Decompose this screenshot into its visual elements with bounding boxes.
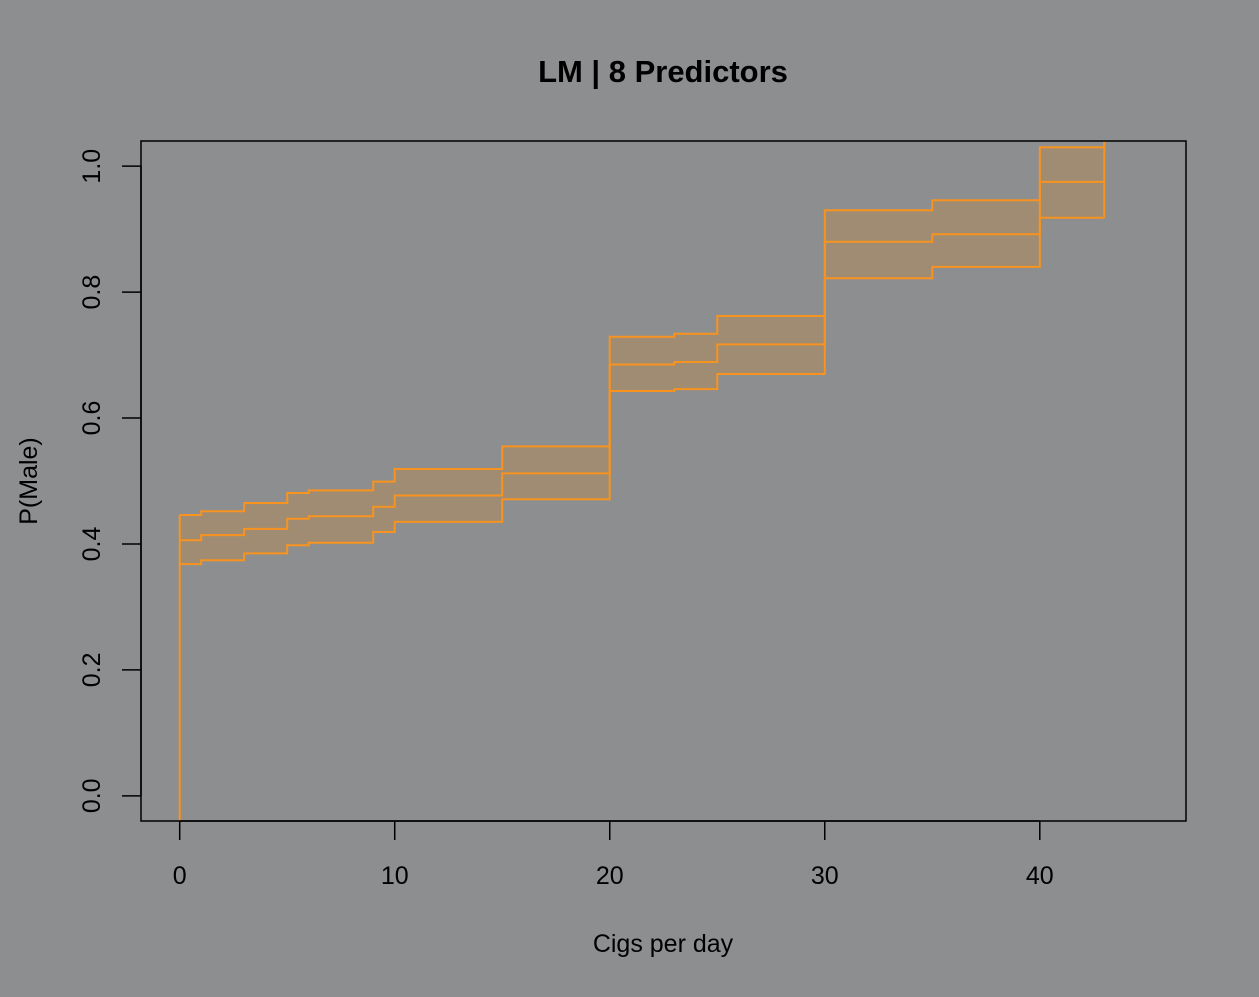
y-axis: 0.0 0.2 0.4 0.6 0.8 1.0 <box>78 149 142 813</box>
series-line-fit <box>179 180 1105 542</box>
plot-area <box>178 141 1106 821</box>
y-tick-label: 0.6 <box>78 401 106 436</box>
confidence-band <box>179 141 1105 565</box>
chart-title: LM | 8 Predictors <box>538 54 788 89</box>
y-axis-label: P(Male) <box>15 437 43 525</box>
series-line-lower <box>179 216 1105 566</box>
y-tick-label: 0.4 <box>78 527 106 562</box>
x-axis: 0 10 20 30 40 <box>173 820 1054 890</box>
y-tick-label: 0.2 <box>78 653 106 688</box>
series-line-upper <box>179 141 1106 516</box>
x-tick-label: 10 <box>381 862 409 890</box>
y-tick-label: 0.8 <box>78 275 106 310</box>
x-axis-label: Cigs per day <box>593 930 734 958</box>
x-tick-label: 40 <box>1026 862 1054 890</box>
x-tick-label: 20 <box>596 862 624 890</box>
x-tick-label: 30 <box>811 862 839 890</box>
y-tick-label: 0.0 <box>78 778 106 813</box>
x-tick-label: 0 <box>173 862 187 890</box>
y-tick-label: 1.0 <box>78 149 106 184</box>
